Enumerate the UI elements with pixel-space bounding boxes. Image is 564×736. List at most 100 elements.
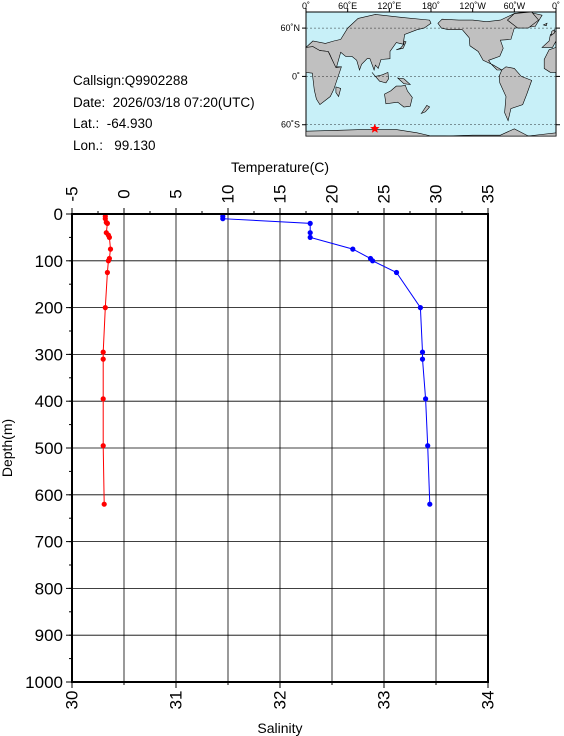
plot-frame — [71, 213, 489, 683]
temperature-point-12 — [100, 349, 106, 355]
map-lon-label-5: 60˚W — [504, 1, 526, 11]
sal-tick-label-2: 32 — [271, 691, 290, 710]
temperature-point-13 — [100, 356, 106, 362]
chart-series — [100, 213, 433, 507]
temperature-point-3 — [104, 220, 110, 226]
land-mass-3 — [543, 46, 557, 73]
callsign-text: Callsign:Q9902288 — [73, 73, 188, 88]
land-mass-8 — [431, 128, 557, 137]
land-mass-15 — [542, 22, 548, 27]
temperature-point-7 — [107, 246, 114, 252]
date-text: Date: 2026/03/18 07:20(UTC) — [73, 94, 255, 110]
map-lat-label-2: 60˚S — [281, 120, 300, 130]
salinity-point-4 — [307, 234, 313, 240]
temp-tick-label-0: -5 — [63, 186, 82, 201]
temperature-point-16 — [101, 501, 107, 507]
temperature-point-15 — [100, 443, 106, 449]
land-mass-11 — [396, 77, 412, 85]
temperature-point-5 — [105, 232, 111, 238]
salinity-point-9 — [417, 305, 423, 311]
temperature-profile-line — [102, 216, 112, 505]
depth-tick-label-9: 900 — [35, 626, 63, 645]
salinity-point-10 — [419, 349, 426, 355]
temp-tick-label-8: 35 — [479, 185, 498, 204]
land-mass-13 — [335, 86, 342, 98]
temperature-point-0 — [102, 213, 108, 219]
salinity-point-0 — [220, 213, 226, 219]
temperature-point-9 — [105, 258, 111, 264]
temp-tick-label-6: 25 — [375, 185, 394, 204]
station-marker — [370, 123, 380, 133]
land-mass-6 — [498, 66, 533, 122]
salinity-point-1 — [220, 216, 226, 222]
temp-tick-label-5: 20 — [323, 185, 342, 204]
map-lon-label-6: 0˚ — [552, 1, 560, 11]
salinity-point-8 — [393, 269, 400, 276]
map-graticule — [302, 8, 560, 126]
temperature-point-8 — [106, 255, 112, 262]
temp-tick-label-4: 15 — [271, 185, 290, 204]
salinity-profile-line — [222, 216, 431, 505]
map-lon-label-0: 0˚ — [302, 1, 310, 11]
map-lat-label-0: 60˚N — [280, 23, 300, 33]
land-mass-4 — [384, 84, 413, 108]
map-lon-label-2: 120˚E — [377, 1, 401, 11]
salinity-point-2 — [307, 220, 313, 226]
depth-tick-label-3: 300 — [35, 345, 63, 364]
longitude-text: Lon.: 99.130 — [73, 137, 156, 153]
depth-tick-label-7: 700 — [35, 533, 63, 552]
latitude-text: Lat.: -64.930 — [73, 116, 153, 131]
temp-tick-label-7: 30 — [427, 185, 446, 204]
depth-tick-label-5: 500 — [35, 439, 63, 458]
station-star-icon — [370, 123, 380, 133]
salinity-point-6 — [367, 255, 374, 262]
land-mass-9 — [396, 40, 407, 51]
temperature-point-6 — [106, 234, 112, 240]
map-lon-label-3: 180˚ — [422, 1, 440, 11]
temperature-point-11 — [102, 305, 108, 311]
top-axis-label: Temperature(C) — [231, 159, 329, 175]
salinity-point-7 — [370, 258, 376, 264]
depth-tick-label-1: 100 — [35, 252, 63, 271]
depth-tick-label-2: 200 — [35, 299, 63, 318]
salinity-point-3 — [307, 230, 313, 236]
land-mass-10 — [371, 71, 389, 84]
temp-tick-label-1: 0 — [115, 189, 134, 198]
land-mass-7 — [305, 129, 432, 137]
station-info: Callsign:Q9902288 Date: 2026/03/18 07:20… — [73, 70, 255, 156]
sal-tick-label-0: 30 — [63, 691, 82, 710]
temperature-point-1 — [102, 216, 108, 222]
depth-tick-label-6: 600 — [35, 486, 63, 505]
chart-grid — [71, 213, 489, 683]
temperature-point-14 — [100, 396, 106, 402]
land-mass-14 — [506, 11, 540, 29]
temp-tick-label-2: 5 — [167, 189, 186, 198]
salinity-point-12 — [423, 396, 429, 402]
temp-tick-label-3: 10 — [219, 185, 238, 204]
depth-tick-label-10: 1000 — [25, 673, 63, 692]
location-map: 0˚ 60˚E 120˚E 180˚ 120˚W 60˚W 0˚ 60˚N 0˚ 60˚S — [280, 1, 560, 137]
depth-tick-label-4: 400 — [35, 392, 63, 411]
left-axis-label: Depth(m) — [0, 419, 15, 477]
map-lon-label-4: 120˚W — [459, 1, 486, 11]
salinity-point-11 — [419, 356, 426, 362]
sal-tick-label-3: 33 — [375, 691, 394, 710]
land-mass-1 — [541, 30, 557, 48]
land-mass-16 — [550, 29, 555, 37]
depth-tick-label-8: 800 — [35, 579, 63, 598]
bottom-axis-label: Salinity — [257, 720, 302, 736]
map-lon-label-1: 60˚E — [338, 1, 357, 11]
depth-tick-label-0: 0 — [54, 205, 63, 224]
temperature-point-10 — [104, 269, 110, 276]
temperature-point-2 — [103, 219, 109, 225]
land-mass-12 — [420, 105, 431, 115]
map-labels: 0˚ 60˚E 120˚E 180˚ 120˚W 60˚W 0˚ 60˚N 0˚ 60˚S — [280, 1, 560, 130]
salinity-point-5 — [350, 246, 356, 252]
sal-tick-label-4: 34 — [479, 691, 498, 710]
temperature-point-4 — [103, 230, 109, 236]
salinity-point-13 — [425, 443, 431, 449]
land-mass-2 — [305, 46, 342, 106]
salinity-point-14 — [427, 501, 433, 507]
sal-tick-label-1: 31 — [167, 691, 186, 710]
